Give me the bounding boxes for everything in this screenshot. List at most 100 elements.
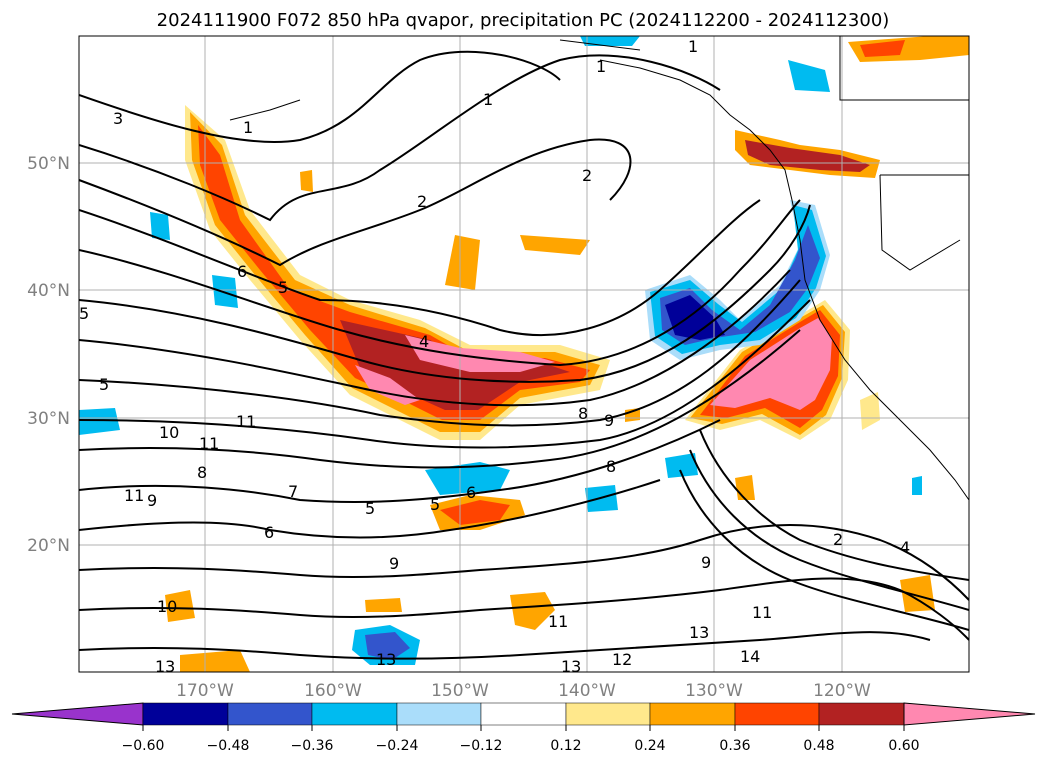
contour-label: 9 [604, 411, 614, 430]
colorbar-segment [565, 702, 651, 726]
colorbar-segment [818, 702, 905, 726]
qvapor-contours [79, 50, 969, 660]
subtropic-dry [425, 462, 510, 495]
south-blob-c [180, 650, 250, 672]
small-dry-3 [788, 60, 830, 92]
colorbar-tick-label: −0.60 [122, 738, 165, 754]
lon-label: 150°W [431, 681, 489, 701]
graticule [79, 36, 969, 672]
contour-label: 4 [900, 538, 910, 557]
colorbar-tick-label: 0.60 [888, 738, 919, 754]
colorbar-tick-label: −0.36 [291, 738, 334, 754]
contour-label: 9 [147, 491, 157, 510]
contour-label-group: 1 1 1 1 2 2 2 3 4 4 5 5 5 5 5 6 6 6 7 8 … [79, 37, 910, 676]
lon-label: 140°W [558, 681, 616, 701]
south-dry-inner [365, 632, 410, 660]
colorbar-ticks [142, 725, 905, 731]
blob-42n-150w [445, 235, 480, 290]
dry-zone-dark [665, 295, 725, 340]
coastlines [229, 36, 969, 501]
contour-label: 10 [159, 423, 179, 442]
lat-label: 30°N [27, 409, 70, 429]
colorbar-extend-right [903, 702, 1036, 726]
small-dry-1 [150, 212, 170, 240]
small-blob-1 [860, 392, 880, 430]
south-blob-a [510, 592, 555, 630]
colorbar-segment [311, 702, 398, 726]
contour-label: 8 [578, 404, 588, 423]
contour-label: 2 [417, 192, 427, 211]
contour-label: 1 [596, 57, 606, 76]
small-blob-3 [900, 575, 935, 612]
contour-label: 6 [264, 523, 274, 542]
colorbar-segment [480, 702, 567, 726]
colorbar-segment [227, 702, 313, 726]
contour-label: 4 [419, 332, 429, 351]
lon-label: 160°W [304, 681, 362, 701]
colorbar-segment [649, 702, 736, 726]
colorbar-tick-label: 0.24 [634, 738, 665, 754]
colorbar-tick-label: −0.12 [460, 738, 503, 754]
contour-label: 10 [157, 597, 177, 616]
contour-label: 1 [483, 90, 493, 109]
jet-band-pink-a [405, 335, 555, 372]
contour-label: 2 [833, 530, 843, 549]
contour-label: 13 [155, 657, 175, 676]
north-coast-band-inner [745, 140, 870, 172]
contour-label: 1 [243, 118, 253, 137]
longitude-labels: 170°W 160°W 150°W 140°W 130°W 120°W [176, 681, 871, 701]
contour-label: 5 [79, 304, 89, 323]
contour-label: 7 [288, 482, 298, 501]
contour-label: 11 [752, 603, 772, 622]
lon-label: 170°W [176, 681, 234, 701]
contour-label: 9 [701, 553, 711, 572]
colorbar-tick-label: −0.24 [376, 738, 419, 754]
west-edge-dry [79, 408, 120, 435]
contour-label: 6 [466, 483, 476, 502]
small-blob-4 [300, 170, 313, 192]
contour-label: 2 [582, 166, 592, 185]
lat-label: 40°N [27, 281, 70, 301]
contour-label: 8 [197, 463, 207, 482]
colorbar-tick-label: 0.48 [803, 738, 834, 754]
contour-label: 11 [124, 486, 144, 505]
contour-label: 13 [561, 657, 581, 676]
positive-anomaly-fills [165, 36, 969, 672]
contour-label: 5 [430, 495, 440, 514]
contour-label: 11 [236, 412, 256, 431]
small-blob-2 [735, 475, 755, 500]
contour-label: 9 [389, 554, 399, 573]
map-frame [78, 35, 970, 673]
ne-corner-blob-inner [860, 40, 905, 57]
colorbar-tick-label: −0.48 [207, 738, 250, 754]
colorbar: −0.60 −0.48 −0.36 −0.24 −0.12 0.12 0.24 … [11, 702, 1036, 754]
subtropic-blob-inner [440, 500, 510, 525]
lon-label: 130°W [685, 681, 743, 701]
small-dry-2 [212, 275, 238, 308]
contour-label: 14 [740, 647, 760, 666]
lat-label: 20°N [27, 536, 70, 556]
small-dry-7 [912, 476, 922, 495]
contour-label: 6 [237, 262, 247, 281]
colorbar-segment [734, 702, 820, 726]
map-area: 1 1 1 1 2 2 2 3 4 4 5 5 5 5 5 6 6 6 7 8 … [79, 36, 969, 676]
contour-label: 11 [548, 612, 568, 631]
latitude-labels: 50°N 40°N 30°N 20°N [27, 154, 70, 556]
coast-rain-pink [710, 318, 832, 410]
contour-label: 5 [365, 499, 375, 518]
contour-label: 8 [606, 457, 616, 476]
small-dry-4 [580, 36, 640, 46]
colorbar-segment [142, 702, 229, 726]
contour-label: 11 [199, 434, 219, 453]
map-title: 2024111900 F072 850 hPa qvapor, precipit… [157, 10, 890, 31]
small-blob-6 [365, 598, 402, 612]
contour-label: 3 [113, 109, 123, 128]
colorbar-tick-label: 0.12 [550, 738, 581, 754]
colorbar-extend-left [11, 702, 144, 726]
contour-label: 5 [99, 375, 109, 394]
contour-label: 13 [689, 623, 709, 642]
south-blob-b [165, 590, 195, 622]
colorbar-segment [396, 702, 482, 726]
contour-label: 13 [376, 650, 396, 669]
contour-label: 1 [688, 37, 698, 56]
